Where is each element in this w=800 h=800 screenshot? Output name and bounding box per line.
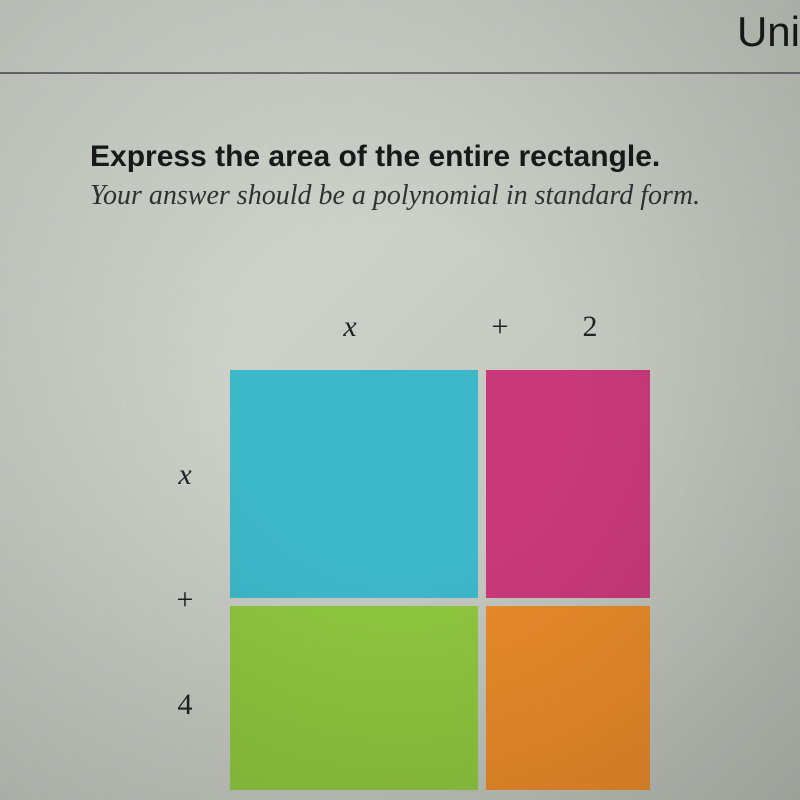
left-dimension-labels: x + 4 — [150, 370, 220, 790]
top-term-2: 2 — [530, 310, 650, 360]
cell-top-right — [486, 370, 650, 598]
cell-bottom-right — [486, 606, 650, 790]
top-dimension-labels: x + 2 — [230, 310, 650, 360]
page-header-partial: Uni — [737, 8, 800, 56]
left-term-4: 4 — [150, 620, 220, 790]
left-term-x: x — [150, 370, 220, 580]
top-term-x: x — [230, 310, 470, 360]
header-divider — [0, 72, 800, 74]
area-model-diagram: x + 2 x + 4 — [150, 310, 670, 790]
prompt-line-1: Express the area of the entire rectangle… — [90, 140, 760, 174]
prompt-line-2: Your answer should be a polynomial in st… — [90, 180, 760, 212]
question-block: Express the area of the entire rectangle… — [90, 140, 760, 212]
cell-bottom-left — [230, 606, 478, 790]
left-op-plus: + — [150, 580, 220, 620]
cell-top-left — [230, 370, 478, 598]
rectangle-grid — [230, 370, 650, 790]
top-op-plus: + — [470, 310, 530, 360]
